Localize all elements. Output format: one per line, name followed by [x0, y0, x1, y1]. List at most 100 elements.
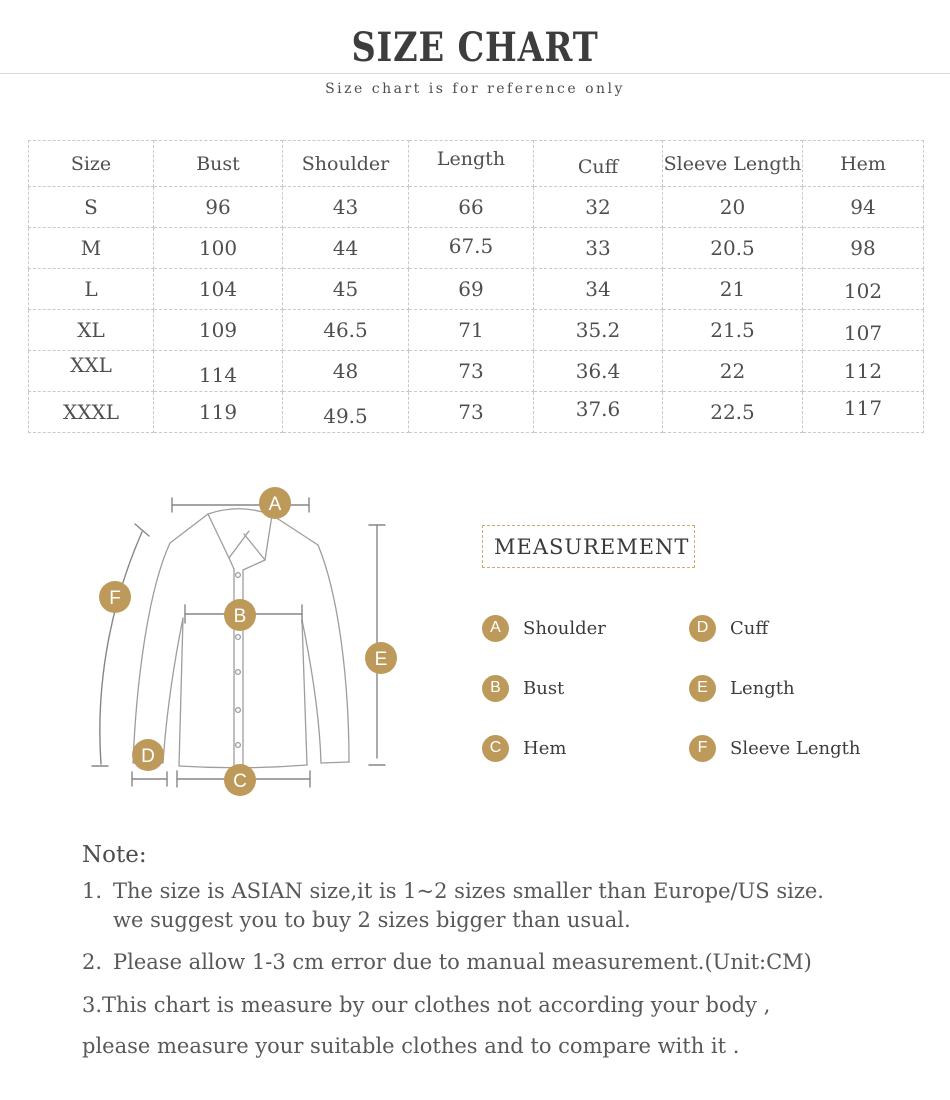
cell-bust: 96 [153, 186, 283, 228]
col-header-length: Length [408, 135, 534, 182]
cell-cuff: 34 [533, 268, 663, 310]
note-item-2: 2. Please allow 1-3 cm error due to manu… [82, 948, 912, 977]
note-3-line-1: 3.This chart is measure by our clothes n… [82, 993, 771, 1017]
marker-a-letter: A [269, 494, 282, 515]
legend-label-hem: Hem [523, 737, 567, 759]
measurement-title-box: MEASUREMENT [482, 525, 695, 568]
table-row-l: L 104 45 69 34 21 102 [28, 268, 924, 312]
table-header-row: Size Bust Shoulder Length Cuff Sleeve Le… [28, 135, 924, 190]
marker-c-letter: C [233, 771, 247, 792]
cell-size: XXXL [28, 391, 154, 433]
legend-badge-f: F [689, 734, 716, 762]
legend-item-length: E Length [689, 658, 860, 718]
cell-bust: 104 [153, 268, 283, 310]
marker-b: B [224, 599, 256, 631]
note-1-marker: 1. [82, 879, 103, 903]
legend-badge-e: E [689, 674, 716, 702]
legend-badge-a: A [482, 614, 509, 642]
marker-f: F [99, 581, 131, 613]
cell-hem: 117 [802, 387, 924, 429]
cell-bust: 114 [153, 354, 283, 396]
cell-hem: 102 [802, 270, 924, 312]
cell-hem: 112 [802, 350, 924, 392]
cell-sleeve-length: 22 [662, 350, 803, 392]
col-header-hem: Hem [802, 140, 924, 187]
legend-label-sleeve-length: Sleeve Length [730, 737, 861, 759]
cell-cuff: 36.4 [533, 350, 663, 392]
note-2-marker: 2. [82, 950, 103, 974]
shirt-diagram: A B C D E F [91, 487, 397, 796]
cell-length: 73 [408, 391, 534, 433]
cell-bust: 109 [153, 309, 283, 351]
cell-bust: 100 [153, 227, 283, 269]
note-1-line-1: The size is ASIAN size,it is 1~2 sizes s… [113, 879, 824, 903]
cell-length: 73 [408, 350, 534, 392]
marker-b-letter: B [234, 606, 247, 627]
legend-badge-d: D [689, 614, 716, 642]
measurement-legend: A Shoulder B Bust C Hem D Cuff E Length … [482, 598, 860, 778]
note-item-3: 3.This chart is measure by our clothes n… [82, 985, 912, 1067]
col-header-sleeve-length: Sleeve Length [662, 140, 803, 187]
notes-section: Note: 1. The size is ASIAN size,it is 1~… [82, 842, 912, 1067]
cell-length: 71 [408, 309, 534, 351]
cell-cuff: 37.6 [533, 388, 663, 430]
cell-length: 69 [408, 268, 534, 310]
legend-item-shoulder: A Shoulder [482, 598, 689, 658]
measurement-title: MEASUREMENT [494, 534, 690, 559]
legend-label-length: Length [730, 677, 795, 699]
cell-shoulder: 49.5 [282, 395, 409, 437]
col-header-cuff: Cuff [533, 143, 663, 190]
legend-item-sleeve-length: F Sleeve Length [689, 718, 860, 778]
legend-badge-c: C [482, 734, 509, 762]
marker-c: C [224, 764, 256, 796]
page-title: SIZE CHART [351, 24, 599, 71]
cell-sleeve-length: 22.5 [662, 391, 803, 433]
cell-cuff: 32 [533, 186, 663, 228]
col-header-bust: Bust [153, 140, 283, 187]
table-row-m: M 100 44 67.5 33 20.5 98 [28, 225, 924, 269]
table-row-xl: XL 109 46.5 71 35.2 21.5 107 [28, 309, 924, 354]
size-table: Size Bust Shoulder Length Cuff Sleeve Le… [28, 135, 924, 437]
page-subtitle: Size chart is for reference only [325, 81, 625, 97]
legend-item-bust: B Bust [482, 658, 689, 718]
cell-shoulder: 48 [282, 350, 409, 392]
col-header-shoulder: Shoulder [282, 140, 409, 187]
col-header-size: Size [28, 140, 154, 187]
marker-f-letter: F [109, 588, 121, 609]
measurement-lines [91, 497, 386, 788]
cell-size: S [28, 186, 154, 228]
cell-hem: 94 [802, 186, 924, 228]
cell-sleeve-length: 20 [662, 186, 803, 228]
marker-d: D [132, 739, 164, 771]
cell-shoulder: 45 [282, 268, 409, 310]
cell-cuff: 33 [533, 227, 663, 269]
cell-shoulder: 43 [282, 186, 409, 228]
cell-sleeve-length: 21.5 [662, 309, 803, 351]
table-row-xxl: XXL 114 48 73 36.4 22 112 [28, 344, 924, 396]
header-divider [0, 73, 950, 74]
cell-length: 67.5 [408, 225, 534, 267]
cell-size: L [28, 268, 154, 310]
shirt-outline-icon [132, 508, 350, 769]
cell-hem: 107 [802, 312, 924, 354]
note-1-line-2: we suggest you to buy 2 sizes bigger tha… [113, 908, 631, 932]
legend-label-bust: Bust [523, 677, 565, 699]
cell-sleeve-length: 20.5 [662, 227, 803, 269]
marker-e: E [365, 642, 397, 674]
marker-a: A [259, 487, 291, 519]
cell-sleeve-length: 21 [662, 268, 803, 310]
notes-heading: Note: [82, 842, 147, 868]
cell-shoulder: 46.5 [282, 309, 409, 351]
table-row-s: S 96 43 66 32 20 94 [28, 186, 924, 228]
note-item-1: 1. The size is ASIAN size,it is 1~2 size… [82, 877, 912, 935]
cell-cuff: 35.2 [533, 309, 663, 351]
legend-badge-b: B [482, 674, 509, 702]
cell-size: M [28, 227, 154, 269]
legend-label-cuff: Cuff [730, 617, 769, 639]
cell-hem: 98 [802, 227, 924, 269]
cell-bust: 119 [153, 391, 283, 433]
note-3-line-2: please measure your suitable clothes and… [82, 1034, 740, 1058]
legend-item-hem: C Hem [482, 718, 689, 778]
cell-shoulder: 44 [282, 227, 409, 269]
